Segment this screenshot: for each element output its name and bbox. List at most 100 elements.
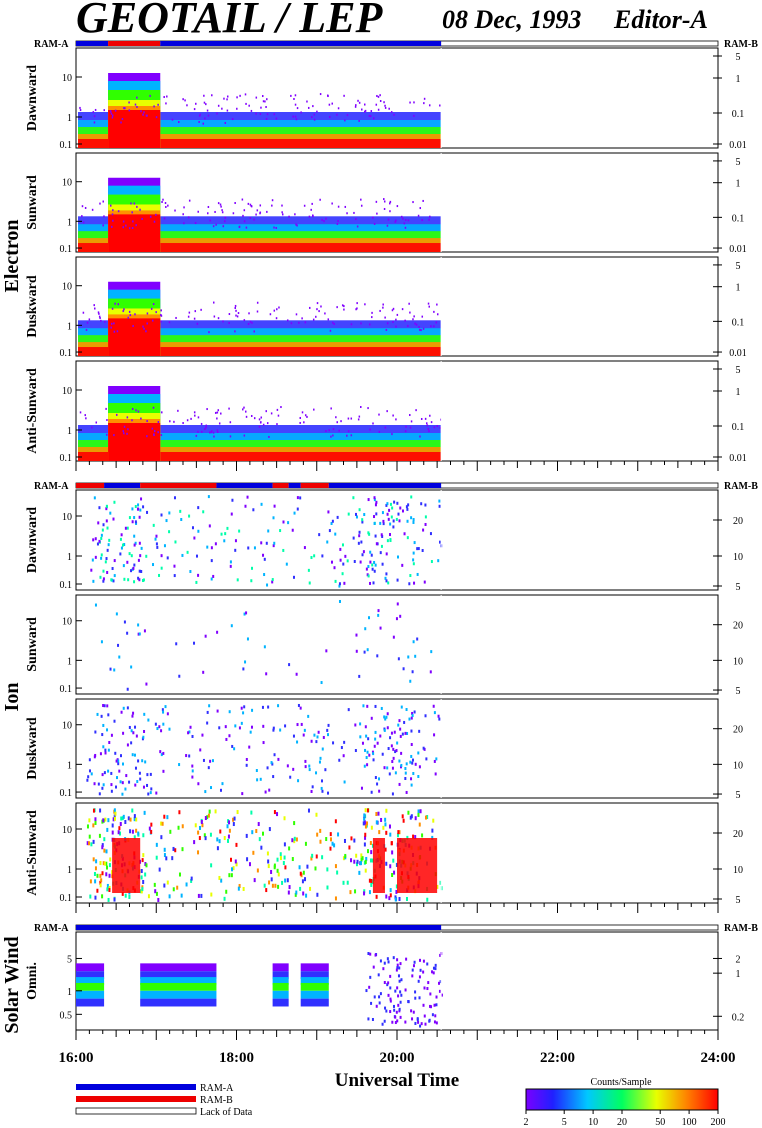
spectrum-speck <box>392 858 395 863</box>
spectrum-speck <box>404 988 407 992</box>
spectrum-speck <box>327 94 329 97</box>
spectrum-speck <box>113 322 115 325</box>
spectrum-speck <box>104 817 107 822</box>
spectrum-speck <box>371 567 374 571</box>
spectrum-speck <box>251 830 254 835</box>
spectrum-speck <box>331 102 333 105</box>
spectrum-speck <box>154 889 157 894</box>
spectrum-speck <box>123 107 125 110</box>
spectrum-speck <box>160 835 163 840</box>
spectrum-speck <box>211 759 214 763</box>
spectrum-speck <box>180 893 183 898</box>
spectrum-speck <box>379 734 382 738</box>
spectrum-speck <box>118 826 121 831</box>
spectrum-speck <box>281 213 284 216</box>
spectrum-speck <box>108 863 111 868</box>
spectrum-speck <box>372 758 375 762</box>
spectrum-speck <box>99 883 102 888</box>
spectrum-speck <box>416 1018 419 1022</box>
spectrum-speck <box>206 109 209 112</box>
spectrum-speck <box>109 667 112 671</box>
spectrum-speck <box>243 209 246 212</box>
spectrum-speck <box>404 767 407 771</box>
spectrum-speck <box>387 218 390 221</box>
spectrum-speck <box>329 846 332 851</box>
spectrum-speck <box>160 554 163 558</box>
spectrum-speck <box>355 308 357 311</box>
spectrum-speck <box>105 519 108 523</box>
spectrum-speck <box>161 708 164 712</box>
spectrum-speck <box>392 1004 395 1008</box>
spectrum-speck <box>275 117 278 120</box>
spectrum-speck <box>386 224 389 227</box>
spectrum-speck <box>163 853 166 858</box>
spectrum-speck <box>299 871 302 876</box>
spectrum-speck <box>221 209 223 212</box>
spectrum-speck <box>389 832 392 837</box>
panel-frame <box>75 489 719 591</box>
spectrum-speck <box>107 713 110 717</box>
spectrum-speck <box>202 670 205 674</box>
spectrum-speck <box>265 410 267 413</box>
spectrum-speck <box>379 959 382 963</box>
spectrum-speck <box>139 554 142 558</box>
spectrum-speck <box>193 108 196 111</box>
spectrum-speck <box>344 119 346 122</box>
spectrum-speck <box>203 833 206 838</box>
spectrum-speck <box>382 306 384 309</box>
spectrum-speck <box>127 578 130 582</box>
spectrum-speck <box>232 212 235 215</box>
spectrum-speck <box>188 311 191 314</box>
spectrum-speck <box>404 731 407 735</box>
spectrum-speck <box>268 788 271 792</box>
spectrum-speck <box>255 213 257 216</box>
spectrum-speck <box>136 105 138 108</box>
spectrum-speck <box>260 541 263 545</box>
spectrum-speck <box>374 953 377 957</box>
spectrum-speck <box>223 97 225 100</box>
spectrum-band <box>76 982 105 991</box>
spectrum-speck <box>152 303 155 306</box>
spectrum-speck <box>120 710 123 714</box>
spectrum-speck <box>370 825 373 830</box>
spectrum-speck <box>342 856 345 861</box>
spectrum-speck <box>136 205 138 208</box>
spectrum-speck <box>209 219 211 222</box>
ram-label-left: RAM-A <box>34 923 69 934</box>
spectrum-speck <box>294 115 297 118</box>
spectrum-speck <box>240 706 243 710</box>
ram-a-segment <box>288 483 301 488</box>
spectrum-speck <box>243 319 246 322</box>
spectrum-speck <box>275 226 277 229</box>
spectrum-speck <box>160 309 162 312</box>
spectrum-speck <box>381 1022 384 1026</box>
spectrum-speck <box>377 609 380 613</box>
spectrum-speck <box>383 728 386 732</box>
spectrum-speck <box>358 101 361 104</box>
spectrum-speck <box>217 202 220 205</box>
spectrum-speck <box>316 832 319 837</box>
spectrum-speck <box>94 730 97 734</box>
spectrum-speck <box>283 816 286 821</box>
spectrum-speck <box>271 883 274 888</box>
spectrum-speck <box>142 785 145 789</box>
spectrum-speck <box>295 223 297 226</box>
spectrum-speck <box>361 520 364 524</box>
spectrum-speck <box>378 789 381 793</box>
spectrum-speck <box>255 828 258 833</box>
spectrum-speck <box>208 704 211 708</box>
left-tick-label: 10 <box>62 386 72 397</box>
spectrum-speck <box>426 987 429 991</box>
spectrum-speck <box>218 875 221 880</box>
spectrum-speck <box>410 729 413 733</box>
spectrum-speck <box>435 1021 438 1025</box>
spectrum-speck <box>146 322 148 325</box>
spectrum-speck <box>378 830 381 835</box>
spectrum-speck <box>339 547 342 551</box>
spectrum-speck <box>137 576 140 580</box>
spectrum-speck <box>436 313 439 316</box>
spectrum-speck <box>374 776 377 780</box>
spectrum-speck <box>367 407 369 410</box>
spectrum-speck <box>355 853 358 858</box>
spectrum-speck <box>364 725 367 729</box>
